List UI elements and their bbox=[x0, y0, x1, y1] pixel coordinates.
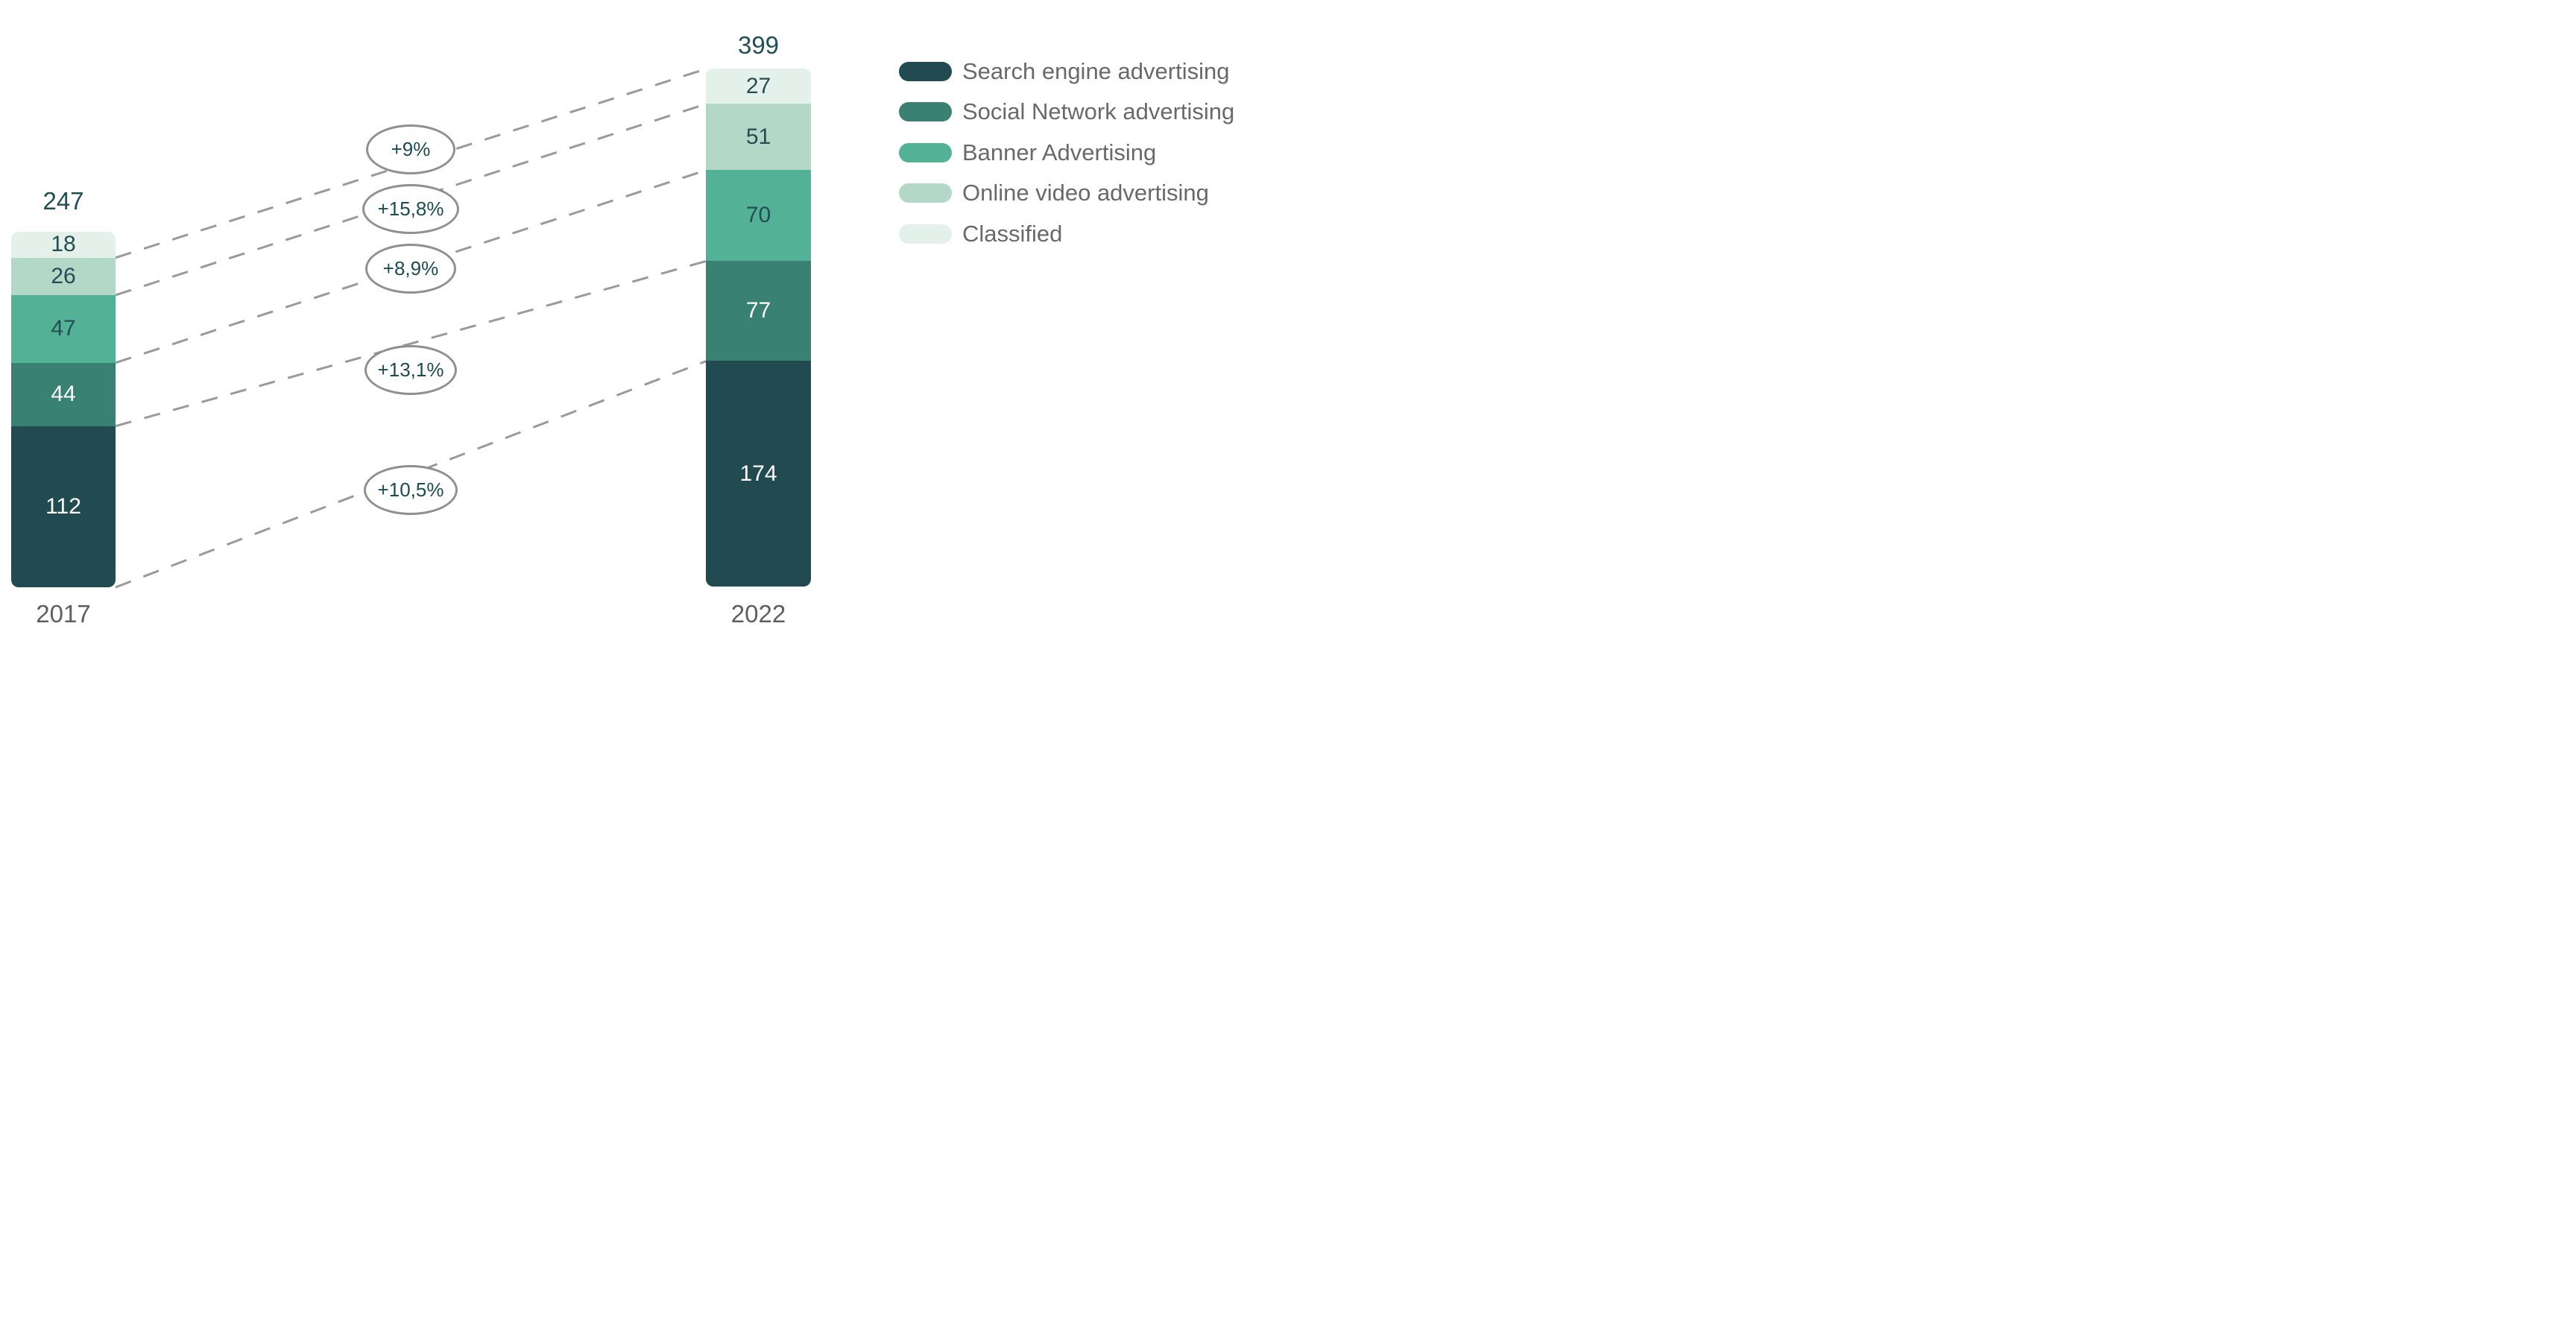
legend-label: Social Network advertising bbox=[962, 98, 1235, 125]
bar-segment: 18 bbox=[11, 232, 116, 258]
growth-badge: +15,8% bbox=[362, 183, 459, 234]
axis-label-2022: 2022 bbox=[730, 600, 786, 628]
legend-label: Online video advertising bbox=[962, 180, 1209, 206]
bar-segment: 174 bbox=[706, 361, 811, 587]
growth-connector-line bbox=[115, 260, 707, 428]
bar-stack-2022: 27 51 70 77 174 bbox=[706, 69, 811, 587]
growth-badge: +10,5% bbox=[364, 464, 458, 515]
legend-label: Classified bbox=[962, 220, 1063, 247]
bar-segment: 51 bbox=[706, 104, 811, 170]
legend-swatch bbox=[899, 102, 952, 122]
bar-segment: 47 bbox=[11, 294, 116, 363]
legend-item: Classified bbox=[899, 221, 1062, 247]
legend-swatch bbox=[899, 224, 952, 244]
legend-swatch bbox=[899, 62, 952, 81]
bar-total-2022: 399 bbox=[737, 31, 780, 59]
legend-swatch bbox=[899, 142, 952, 162]
legend-item: Search engine advertising bbox=[899, 58, 1229, 85]
legend-label: Banner Advertising bbox=[962, 139, 1157, 165]
growth-badge: +8,9% bbox=[365, 243, 456, 294]
bar-segment: 44 bbox=[11, 362, 116, 426]
growth-badge: +9% bbox=[366, 124, 455, 174]
bar-segment: 70 bbox=[706, 169, 811, 261]
bar-segment: 26 bbox=[11, 257, 116, 295]
legend-item: Social Network advertising bbox=[899, 98, 1234, 125]
chart-canvas: 247 18 26 47 44 112 2017 399 27 51 70 77 174 202… bbox=[0, 0, 1288, 672]
bar-segment: 77 bbox=[706, 260, 811, 361]
legend-item: Online video advertising bbox=[899, 180, 1209, 206]
growth-badge: +13,1% bbox=[364, 344, 457, 395]
axis-label-2017: 2017 bbox=[36, 600, 91, 628]
legend-label: Search engine advertising bbox=[962, 58, 1230, 84]
legend-swatch bbox=[899, 183, 952, 203]
legend-item: Banner Advertising bbox=[899, 139, 1156, 166]
growth-connector-line bbox=[115, 360, 707, 589]
bar-total-2017: 247 bbox=[42, 187, 84, 215]
bar-stack-2017: 18 26 47 44 112 bbox=[11, 232, 116, 587]
bar-segment: 27 bbox=[706, 69, 811, 104]
bar-segment: 112 bbox=[11, 426, 116, 587]
